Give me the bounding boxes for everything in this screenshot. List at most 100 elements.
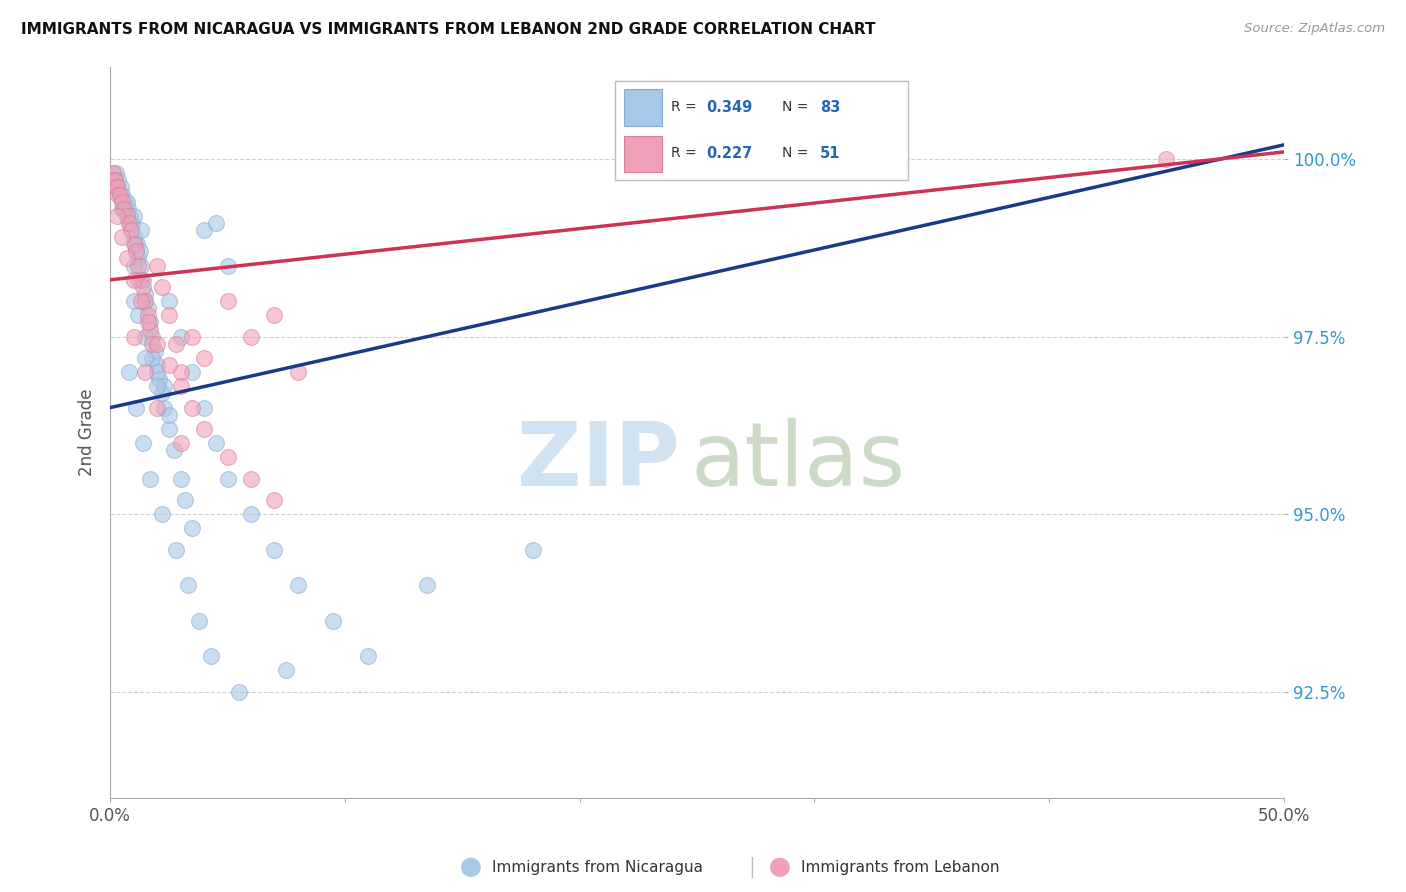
Point xyxy=(139,322,162,336)
Point xyxy=(240,472,263,486)
Point xyxy=(287,578,309,592)
Point xyxy=(104,173,127,187)
Point xyxy=(118,365,141,379)
Point xyxy=(127,237,149,252)
Point xyxy=(115,252,138,266)
Point xyxy=(101,166,124,180)
Point xyxy=(143,343,166,358)
Point xyxy=(134,329,156,343)
Point xyxy=(150,386,173,401)
Point xyxy=(157,294,180,309)
Point xyxy=(146,336,169,351)
Point xyxy=(122,259,145,273)
Point xyxy=(105,180,128,194)
Point xyxy=(169,329,191,343)
Point xyxy=(127,273,149,287)
Point xyxy=(204,436,226,450)
Point xyxy=(129,273,152,287)
Point xyxy=(124,237,146,252)
Point xyxy=(204,216,226,230)
Point xyxy=(108,187,131,202)
Point xyxy=(104,173,127,187)
Point xyxy=(150,507,173,521)
Point xyxy=(122,294,145,309)
Point xyxy=(120,209,142,223)
Point xyxy=(1156,152,1178,166)
Point xyxy=(134,294,156,309)
Point xyxy=(132,273,155,287)
Point xyxy=(146,358,169,372)
Point xyxy=(150,280,173,294)
Text: Immigrants from Lebanon: Immigrants from Lebanon xyxy=(801,860,1000,874)
Point xyxy=(112,202,135,216)
Text: ZIP: ZIP xyxy=(516,418,679,505)
Point xyxy=(169,436,191,450)
Point xyxy=(157,422,180,436)
Point xyxy=(148,372,170,386)
Point xyxy=(125,401,148,415)
Point xyxy=(157,408,180,422)
Point xyxy=(134,365,156,379)
Point xyxy=(217,294,239,309)
Point xyxy=(115,194,138,209)
Point xyxy=(107,187,129,202)
Point xyxy=(240,507,263,521)
Point xyxy=(188,614,211,628)
Text: ⬤: ⬤ xyxy=(460,857,482,877)
Point xyxy=(157,308,180,322)
Point xyxy=(122,209,145,223)
Point xyxy=(118,216,141,230)
Point xyxy=(105,209,128,223)
Point xyxy=(141,329,163,343)
Point xyxy=(162,443,184,458)
Point xyxy=(181,329,204,343)
Point xyxy=(118,216,141,230)
Point xyxy=(522,542,544,557)
Text: IMMIGRANTS FROM NICARAGUA VS IMMIGRANTS FROM LEBANON 2ND GRADE CORRELATION CHART: IMMIGRANTS FROM NICARAGUA VS IMMIGRANTS … xyxy=(21,22,876,37)
Point xyxy=(146,401,169,415)
Point xyxy=(169,472,191,486)
Text: atlas: atlas xyxy=(692,418,907,505)
Point xyxy=(146,259,169,273)
Point xyxy=(134,287,156,301)
Point xyxy=(125,244,148,259)
Point xyxy=(136,301,159,316)
Point xyxy=(263,542,285,557)
Point xyxy=(122,230,145,244)
Point xyxy=(181,365,204,379)
Point xyxy=(357,649,380,664)
Text: Source: ZipAtlas.com: Source: ZipAtlas.com xyxy=(1244,22,1385,36)
Point xyxy=(112,194,135,209)
Point xyxy=(276,664,298,678)
Point xyxy=(120,223,142,237)
Point xyxy=(111,230,134,244)
Point xyxy=(139,315,162,329)
Point xyxy=(169,379,191,393)
Point xyxy=(122,329,145,343)
Point xyxy=(416,578,439,592)
Y-axis label: 2nd Grade: 2nd Grade xyxy=(79,389,96,476)
Point xyxy=(110,180,132,194)
Point xyxy=(136,315,159,329)
Point xyxy=(115,209,138,223)
Point xyxy=(117,202,139,216)
Point xyxy=(181,521,204,535)
Point xyxy=(165,336,187,351)
Point xyxy=(174,492,197,507)
Point xyxy=(127,308,149,322)
Point xyxy=(136,308,159,322)
Point xyxy=(114,194,136,209)
Point xyxy=(129,259,152,273)
Point xyxy=(263,308,285,322)
Point xyxy=(157,358,180,372)
Point xyxy=(132,280,155,294)
Point xyxy=(127,252,149,266)
Point xyxy=(146,365,169,379)
Point xyxy=(111,194,134,209)
Point xyxy=(165,542,187,557)
Point xyxy=(134,294,156,309)
Point xyxy=(105,180,128,194)
Point xyxy=(103,173,125,187)
Point xyxy=(217,472,239,486)
Point xyxy=(193,401,215,415)
